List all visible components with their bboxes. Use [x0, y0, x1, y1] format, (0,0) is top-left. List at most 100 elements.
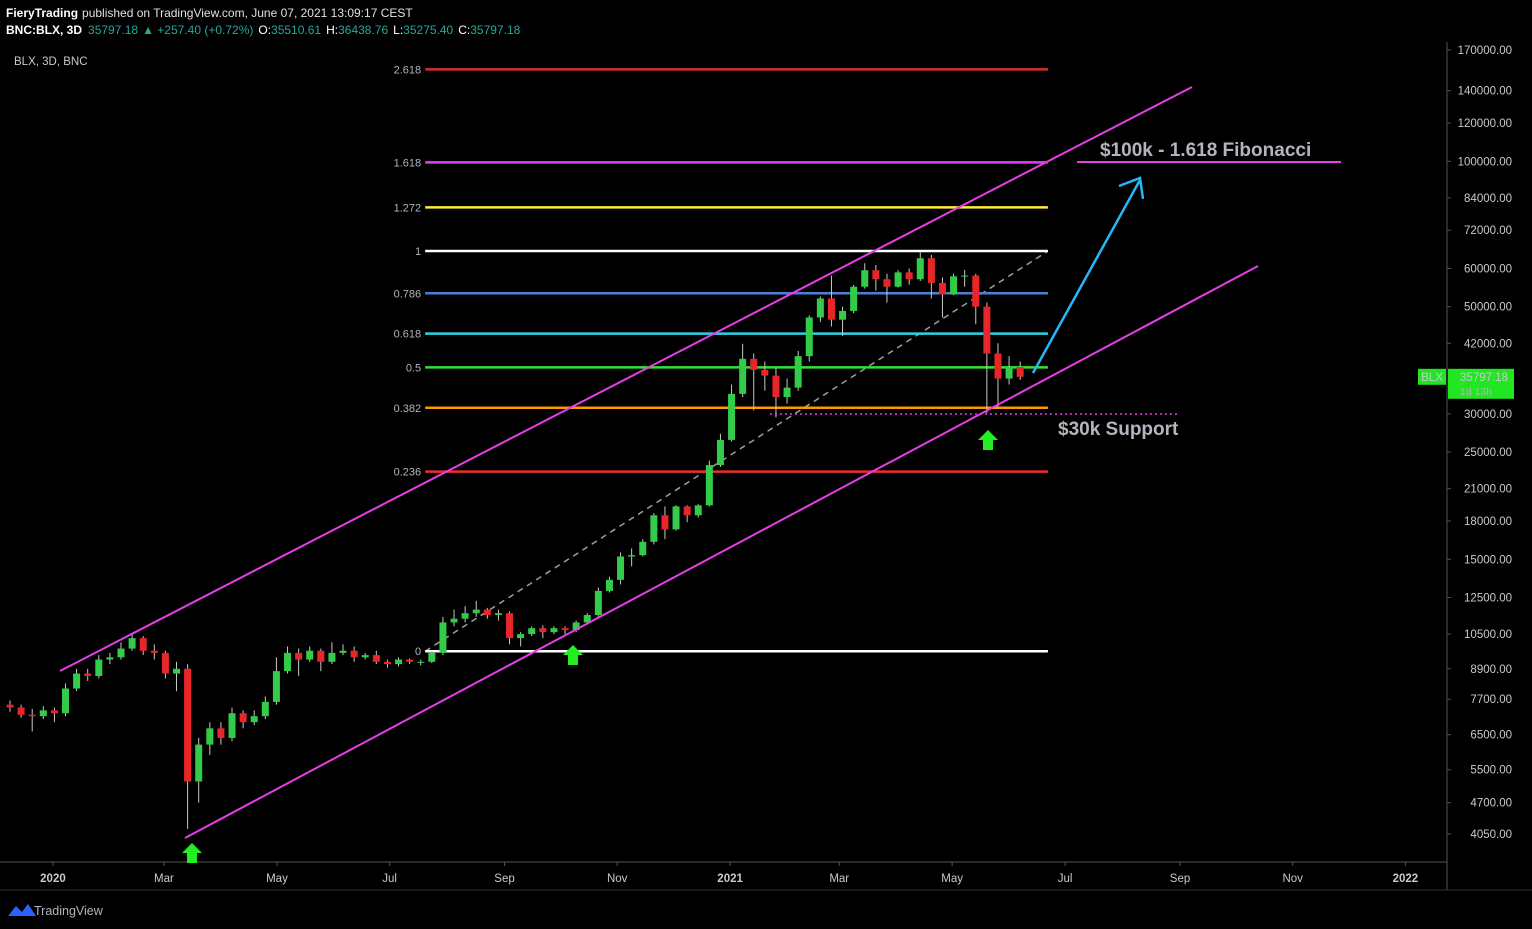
y-tick-label: 72000.00	[1464, 225, 1512, 237]
candle-body	[50, 710, 58, 714]
y-tick-label: 4050.00	[1470, 829, 1512, 841]
candle-body	[506, 613, 514, 639]
y-tick-label: 50000.00	[1464, 302, 1512, 314]
candle-body	[761, 369, 769, 376]
fib-level-label: 0.786	[394, 288, 422, 300]
candle-body	[206, 728, 214, 745]
y-tick-label: 21000.00	[1464, 484, 1512, 496]
candle-body	[839, 310, 847, 320]
candle-body	[106, 657, 114, 660]
candle-body	[827, 298, 835, 320]
candle-body	[550, 628, 558, 633]
target-arrow-head	[1118, 176, 1145, 200]
y-tick-label: 10500.00	[1464, 629, 1512, 641]
candle-body	[583, 615, 591, 623]
candle-body	[816, 298, 824, 318]
candle-body	[716, 439, 724, 466]
candle-body	[950, 276, 958, 295]
candle-body	[217, 728, 225, 738]
candle-body	[1016, 367, 1024, 377]
candle-body	[983, 306, 991, 354]
y-tick-label: 170000.00	[1458, 45, 1512, 57]
up-arrow	[563, 645, 583, 665]
candle-body	[395, 659, 403, 665]
brand: TradingView	[34, 904, 104, 918]
y-tick-label: 12500.00	[1464, 593, 1512, 605]
candle-body	[117, 648, 125, 658]
candle-body	[528, 628, 536, 635]
x-tick-label: Sep	[1170, 873, 1190, 885]
candle-body	[916, 258, 924, 280]
candle-body	[284, 652, 292, 672]
ohlc-label: H:	[326, 23, 338, 37]
candle-body	[39, 710, 47, 717]
up-arrow	[182, 843, 202, 863]
candle-body	[28, 714, 36, 717]
candle-body	[450, 618, 458, 623]
y-tick-label: 25000.00	[1464, 447, 1512, 459]
candle-body	[239, 713, 247, 723]
fib-level-label: 0.5	[406, 362, 421, 374]
header-line-2: BNC:BLX, 3D 35797.18 ▲ +257.40 (+0.72%) O:3…	[6, 23, 521, 37]
candle-body	[994, 353, 1002, 379]
candle-body	[639, 541, 647, 556]
x-tick-label: 2022	[1393, 873, 1419, 885]
candle-body	[383, 661, 391, 665]
candle-body	[17, 707, 25, 715]
candle-body	[894, 272, 902, 287]
candle-body	[728, 393, 736, 440]
ohlc-value: 35797.18	[470, 23, 520, 37]
candle-body	[617, 556, 625, 580]
x-tick-label: 2021	[717, 873, 743, 885]
candle-body	[927, 258, 935, 283]
y-tick-label: 8900.00	[1470, 664, 1512, 676]
y-tick-label: 84000.00	[1464, 193, 1512, 205]
y-tick-label: 100000.00	[1458, 156, 1512, 168]
plot: 2.618 1.618 1.272 1 0.786 0.618 0.5 0.382 0.236 0	[6, 64, 1049, 829]
fib-level-label: 2.618	[394, 64, 422, 76]
candle-body	[372, 655, 380, 662]
header-line-1: FieryTrading published on TradingView.com…	[6, 6, 413, 20]
support-annotation: $30k Support	[1058, 419, 1179, 440]
x-tick-label: May	[266, 873, 288, 885]
candle-body	[139, 638, 147, 651]
candle-body	[328, 652, 336, 662]
candle-body	[705, 465, 713, 506]
logo	[8, 904, 36, 916]
fib-level-label: 0.382	[394, 403, 422, 415]
candle-body	[184, 668, 192, 782]
candle-body	[261, 701, 269, 717]
candle-body	[905, 272, 913, 280]
y-tick-label: 15000.00	[1464, 554, 1512, 566]
target-arrow	[1031, 179, 1142, 374]
candle-body	[472, 609, 480, 614]
candle-body	[150, 650, 158, 653]
candle-body	[872, 270, 880, 280]
fib-level-label: 0.236	[394, 467, 422, 479]
ohlc-value: 35510.61	[271, 23, 321, 37]
candle-body	[306, 650, 314, 660]
x-tick-label: Nov	[607, 873, 628, 885]
fib-trend-line	[424, 250, 1049, 652]
candle-body	[350, 650, 358, 658]
symbol: BNC:BLX, 3D	[6, 23, 82, 37]
candle-body	[883, 279, 891, 287]
x-tick-label: Jul	[382, 873, 397, 885]
x-tick-label: 2020	[40, 873, 66, 885]
candle-body	[794, 356, 802, 388]
candle-body	[661, 515, 669, 530]
fib-level-label: 1.618	[394, 157, 422, 169]
y-tick-label: 42000.00	[1464, 338, 1512, 350]
published: published on TradingView.com, June 07, 2…	[82, 6, 413, 20]
candle-body	[173, 668, 181, 674]
candle-body	[295, 652, 303, 660]
target-annotation: $100k - 1.618 Fibonacci	[1100, 140, 1311, 161]
x-tick-label: Mar	[154, 873, 174, 885]
candle-body	[272, 671, 280, 702]
ohlc-value: 36438.76	[338, 23, 388, 37]
candle-body	[972, 275, 980, 307]
candle-body	[494, 613, 502, 616]
candle-body	[672, 506, 680, 530]
